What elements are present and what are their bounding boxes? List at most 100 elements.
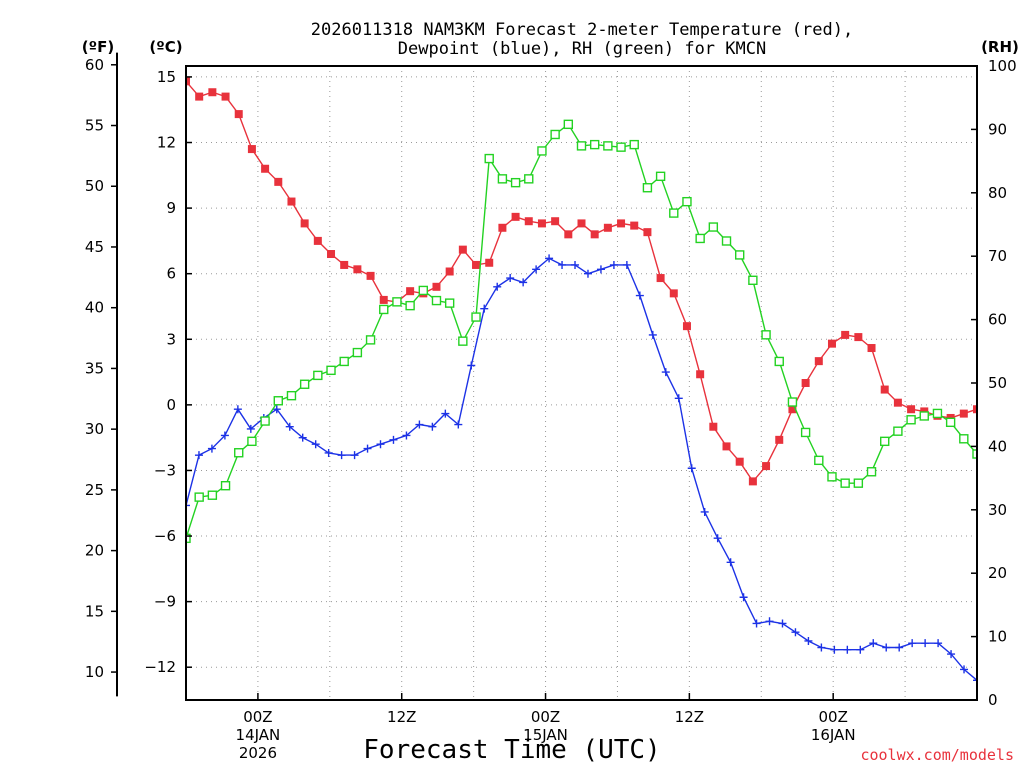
data-point — [324, 448, 333, 457]
data-point — [735, 250, 745, 260]
data-point — [775, 435, 784, 444]
data-point — [415, 420, 424, 429]
data-point — [721, 236, 732, 246]
data-point — [761, 330, 771, 340]
data-point — [272, 405, 281, 414]
data-point — [617, 219, 626, 228]
data-point — [208, 88, 217, 97]
data-point — [327, 250, 336, 259]
data-point — [389, 435, 398, 444]
data-point — [853, 478, 864, 488]
fahrenheit-tick-label: 45 — [85, 238, 104, 256]
data-point — [558, 260, 567, 269]
fahrenheit-tick-label: 15 — [85, 602, 104, 620]
data-point — [616, 142, 626, 152]
series-dewpoint — [186, 254, 977, 685]
data-point — [339, 356, 349, 367]
data-point — [246, 424, 255, 433]
data-point — [195, 92, 204, 101]
data-point — [405, 300, 415, 311]
data-point — [445, 267, 454, 276]
data-point — [221, 92, 230, 101]
data-point — [234, 110, 243, 119]
data-point — [656, 274, 665, 283]
data-point — [497, 174, 508, 184]
x-tick-label: 12Z — [675, 708, 704, 726]
data-point — [907, 405, 916, 414]
data-point — [441, 409, 450, 418]
x-axis-label: Forecast Time (UTC) — [363, 735, 660, 765]
data-point — [564, 230, 573, 239]
x-tick-label: 16JAN — [811, 726, 856, 744]
data-point — [220, 481, 231, 491]
data-point — [273, 396, 283, 406]
data-point — [532, 265, 541, 274]
data-point — [431, 295, 442, 306]
data-point — [603, 223, 612, 232]
data-point — [589, 139, 600, 150]
data-point — [392, 297, 402, 307]
x-tick-label: 00Z — [243, 708, 272, 726]
data-point — [498, 223, 507, 232]
data-point — [800, 427, 811, 438]
data-point — [286, 390, 297, 401]
credit-text: coolwx.com/models — [860, 746, 1014, 764]
data-point — [261, 164, 270, 173]
data-point — [194, 492, 204, 502]
data-point — [471, 312, 481, 322]
data-point — [882, 643, 891, 652]
data-point — [590, 230, 599, 239]
chart-title-line-1: 2026011318 NAM3KM Forecast 2-meter Tempe… — [311, 20, 853, 40]
data-point — [630, 221, 639, 230]
data-point — [908, 639, 917, 648]
data-point — [765, 617, 774, 626]
data-point — [428, 422, 437, 431]
data-point — [735, 457, 744, 466]
data-point — [801, 379, 810, 387]
gridlines — [186, 66, 977, 700]
data-point — [787, 397, 798, 407]
chart-title: 2026011318 NAM3KM Forecast 2-meter Tempe… — [311, 20, 853, 59]
data-point — [804, 636, 813, 645]
data-point — [841, 330, 850, 339]
data-point — [510, 177, 521, 188]
fahrenheit-tick-label: 40 — [85, 299, 104, 317]
data-point — [402, 431, 411, 440]
celsius-tick-label: −12 — [144, 658, 176, 676]
rh-tick-label: 40 — [988, 437, 1007, 455]
data-point — [843, 645, 852, 654]
data-point — [194, 451, 203, 460]
data-point — [669, 289, 678, 298]
data-point — [919, 411, 929, 421]
data-point — [709, 422, 718, 431]
data-point — [467, 361, 476, 370]
data-point — [669, 208, 679, 218]
data-point — [537, 219, 546, 228]
x-tick-label: 00Z — [531, 708, 560, 726]
data-point — [524, 174, 534, 184]
data-point — [762, 462, 771, 471]
rh-tick-label: 20 — [988, 564, 1007, 582]
data-point — [365, 335, 376, 345]
celsius-tick-label: 3 — [166, 330, 176, 348]
x-tick-label: 2026 — [239, 744, 277, 762]
data-point — [722, 442, 731, 451]
fahrenheit-tick-label: 35 — [85, 359, 104, 377]
data-point — [596, 265, 605, 274]
data-point — [682, 196, 692, 207]
data-point — [817, 643, 826, 652]
data-point — [687, 464, 696, 473]
data-point — [366, 271, 375, 280]
data-point — [713, 534, 722, 543]
data-point — [363, 444, 372, 453]
data-point — [376, 440, 385, 449]
data-point — [537, 146, 547, 156]
data-point — [603, 141, 613, 151]
data-point — [854, 333, 863, 342]
data-point — [454, 420, 463, 429]
chart-title-line-2: Dewpoint (blue), RH (green) for KMCN — [398, 39, 766, 59]
series-line — [186, 257, 977, 681]
data-point — [778, 619, 787, 628]
data-point — [444, 298, 455, 308]
data-point — [622, 260, 631, 269]
